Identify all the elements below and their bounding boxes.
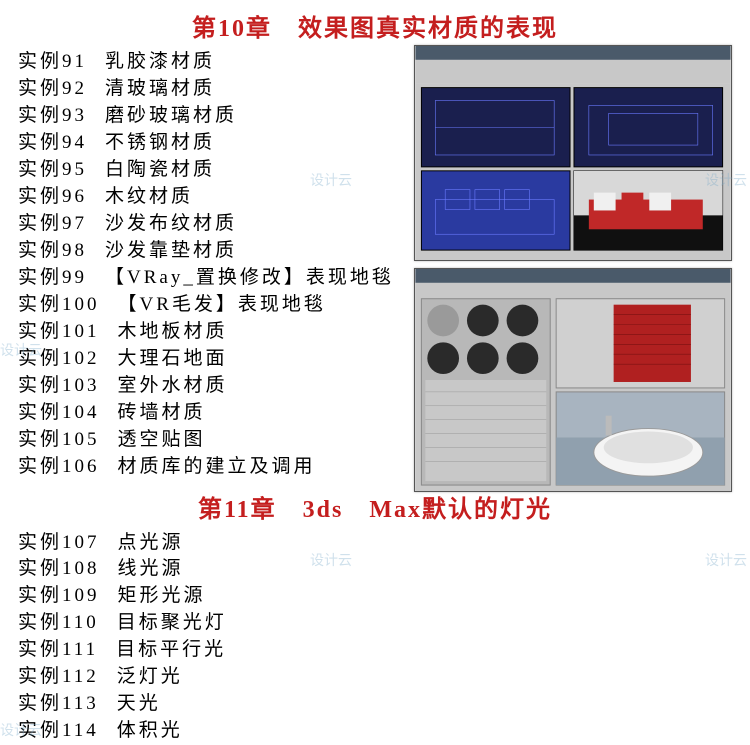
- example-row: 实例113 天光: [18, 691, 750, 718]
- example-label: 沙发布纹材质: [105, 211, 237, 238]
- example-number: 实例112: [18, 664, 99, 691]
- example-row: 实例108 线光源: [18, 556, 750, 583]
- example-row: 实例112 泛灯光: [18, 664, 750, 691]
- example-number: 实例98: [18, 238, 87, 265]
- example-number: 实例108: [18, 556, 100, 583]
- example-number: 实例104: [18, 400, 100, 427]
- example-label: 体积光: [117, 718, 183, 745]
- example-number: 实例113: [18, 691, 99, 718]
- example-label: 【VRay_置换修改】表现地毯: [105, 265, 394, 292]
- screenshot-thumb-sofa-viewport: [414, 45, 732, 261]
- example-label: 目标聚光灯: [117, 610, 227, 637]
- example-label: 线光源: [118, 556, 184, 583]
- example-row: 实例111 目标平行光: [18, 637, 750, 664]
- example-label: 【VR毛发】表现地毯: [118, 292, 326, 319]
- chapter-10-title: 第10章 效果图真实材质的表现: [0, 0, 750, 49]
- example-label: 天光: [117, 691, 161, 718]
- example-label: 室外水材质: [118, 373, 228, 400]
- example-label: 大理石地面: [118, 346, 228, 373]
- example-label: 材质库的建立及调用: [118, 454, 316, 481]
- example-label: 泛灯光: [117, 664, 183, 691]
- example-label: 木纹材质: [105, 184, 193, 211]
- example-row: 实例114 体积光: [18, 718, 750, 745]
- example-label: 砖墙材质: [118, 400, 206, 427]
- example-number: 实例109: [18, 583, 100, 610]
- example-label: 目标平行光: [116, 637, 226, 664]
- example-number: 实例97: [18, 211, 87, 238]
- example-number: 实例91: [18, 49, 87, 76]
- example-number: 实例106: [18, 454, 100, 481]
- example-number: 实例94: [18, 130, 87, 157]
- example-label: 磨砂玻璃材质: [105, 103, 237, 130]
- example-number: 实例92: [18, 76, 87, 103]
- example-label: 透空贴图: [118, 427, 206, 454]
- example-row: 实例110 目标聚光灯: [18, 610, 750, 637]
- example-label: 矩形光源: [118, 583, 206, 610]
- example-number: 实例95: [18, 157, 87, 184]
- example-label: 点光源: [118, 530, 184, 557]
- example-number: 实例100: [18, 292, 100, 319]
- example-number: 实例96: [18, 184, 87, 211]
- example-label: 乳胶漆材质: [105, 49, 215, 76]
- example-label: 沙发靠垫材质: [105, 238, 237, 265]
- example-row: 实例109 矩形光源: [18, 583, 750, 610]
- screenshot-thumb-material-editor: [414, 268, 732, 492]
- example-row: 实例107 点光源: [18, 530, 750, 557]
- chapter-11-list: 实例107 点光源实例108 线光源实例109 矩形光源实例110 目标聚光灯实例111…: [0, 530, 750, 745]
- example-number: 实例103: [18, 373, 100, 400]
- example-label: 不锈钢材质: [105, 130, 215, 157]
- example-number: 实例114: [18, 718, 99, 745]
- example-number: 实例102: [18, 346, 100, 373]
- example-number: 实例105: [18, 427, 100, 454]
- example-number: 实例110: [18, 610, 99, 637]
- example-label: 清玻璃材质: [105, 76, 215, 103]
- example-number: 实例111: [18, 637, 98, 664]
- example-label: 木地板材质: [118, 319, 228, 346]
- example-number: 实例101: [18, 319, 100, 346]
- example-number: 实例93: [18, 103, 87, 130]
- example-number: 实例99: [18, 265, 87, 292]
- example-number: 实例107: [18, 530, 100, 557]
- example-label: 白陶瓷材质: [105, 157, 215, 184]
